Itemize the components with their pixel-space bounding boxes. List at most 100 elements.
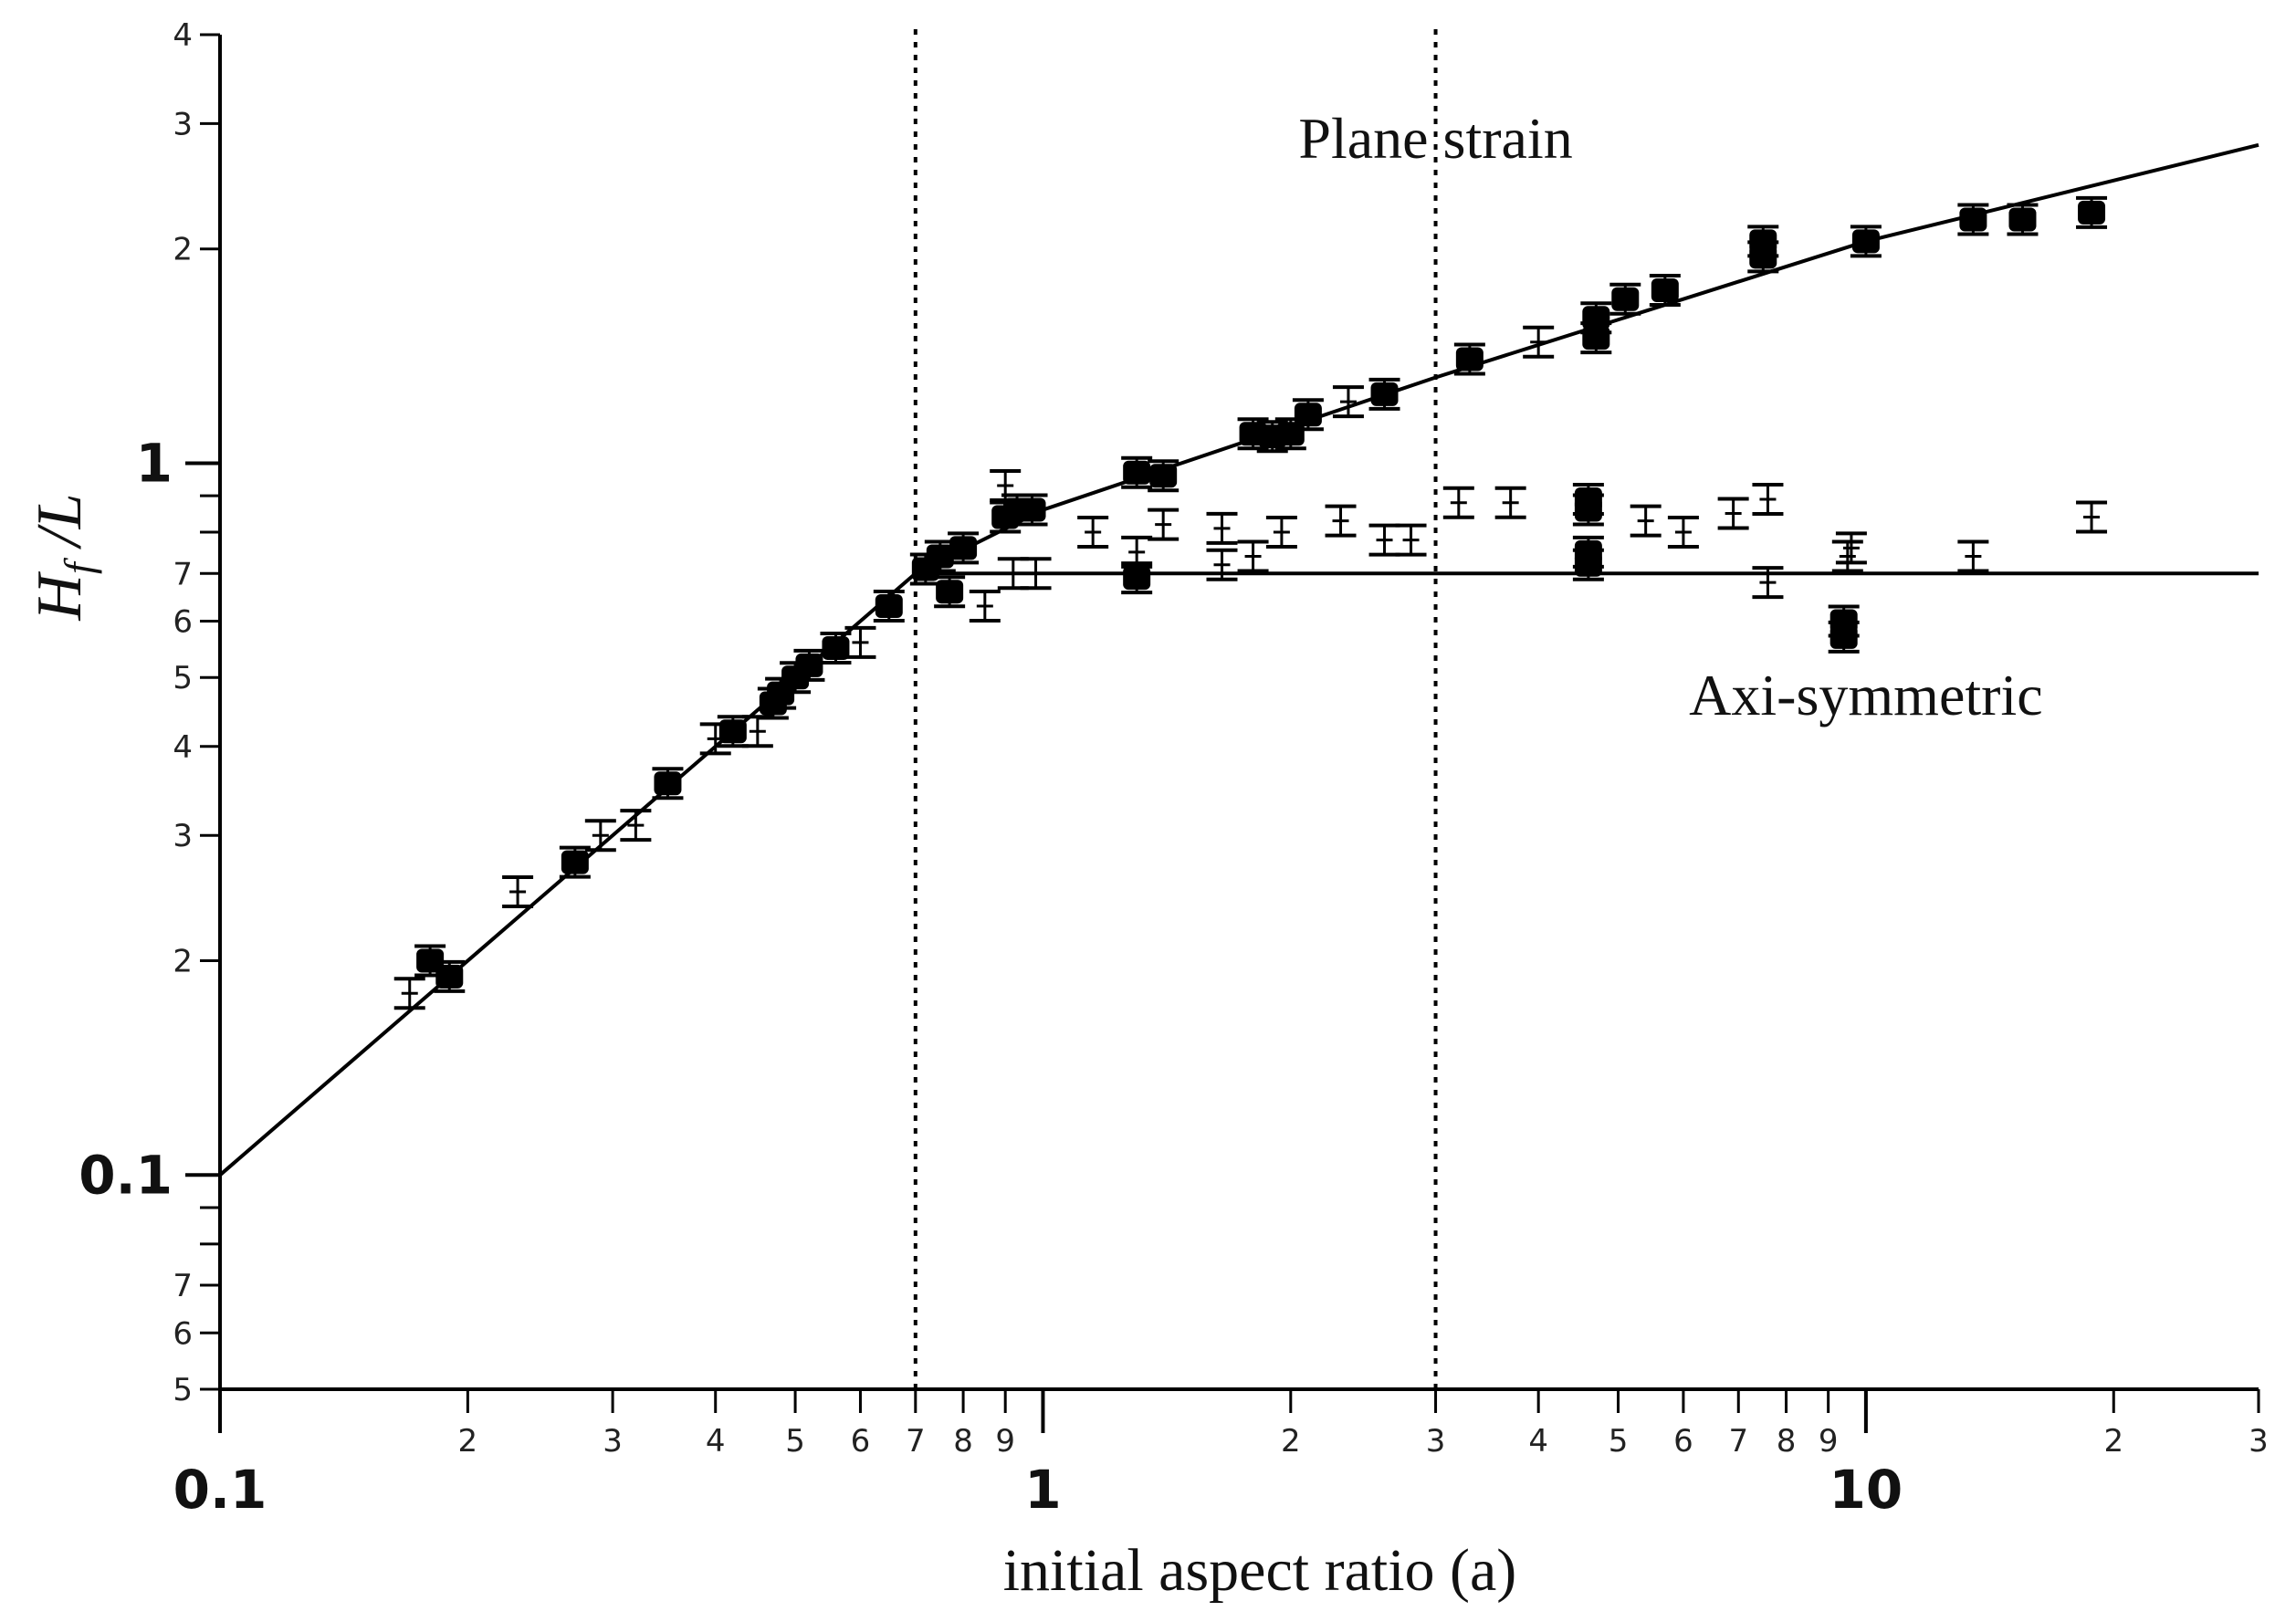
data-point-filled [1850, 225, 1882, 258]
data-point-filled [934, 575, 966, 609]
data-point-filled [1957, 203, 1989, 236]
data-point-filled [559, 845, 591, 879]
data-point-filled [1453, 342, 1485, 376]
annotations: Plane strain Axi-symmetric [1298, 106, 2042, 727]
x-major-tick-label: 10 [1829, 1459, 1903, 1521]
x-minor-tick-label: 2 [1281, 1423, 1301, 1460]
marker-filled [1959, 207, 1987, 232]
marker-filled [654, 771, 682, 796]
x-minor-tick-label: 3 [2249, 1423, 2269, 1460]
x-minor-tick-label: 2 [2103, 1423, 2123, 1460]
data-point-open [1237, 539, 1269, 573]
data-point-open [1752, 482, 1784, 516]
data-point-filled [652, 767, 684, 801]
data-point-open [1957, 539, 1989, 573]
marker-filled [1582, 326, 1610, 351]
marker-filled [1018, 497, 1046, 522]
x-minor-tick-label: 7 [906, 1423, 926, 1460]
data-point-filled [948, 531, 980, 565]
x-minor-tick-label: 4 [1528, 1423, 1548, 1460]
data-point-open [1835, 531, 1867, 565]
data-point-filled [2076, 195, 2108, 229]
data-point-open [1831, 539, 1863, 573]
marker-filled [822, 635, 850, 660]
fit-lines [218, 142, 2259, 1177]
data-point-open [1077, 516, 1109, 549]
data-point-open [1523, 325, 1555, 359]
data-point-open [969, 589, 1001, 623]
marker-filled [936, 580, 964, 604]
marker-filled [1651, 277, 1679, 302]
x-minor-tick-label: 7 [1728, 1423, 1748, 1460]
data-point-filled [1292, 398, 1324, 432]
data-point-filled [1649, 273, 1681, 307]
data-point-open [1630, 504, 1662, 538]
y-minor-tick-label: 3 [173, 818, 193, 854]
data-point-open [1395, 523, 1427, 557]
data-point-filled [1121, 455, 1153, 489]
annotation-label: Plane strain [1298, 106, 1572, 171]
y-major-tick-label: 1 [136, 432, 173, 494]
x-minor-tick-label: 9 [1819, 1423, 1839, 1460]
x-minor-tick-label: 9 [995, 1423, 1015, 1460]
marker-filled [1851, 229, 1880, 254]
marker-filled [1149, 464, 1178, 488]
y-minor-tick-label: 2 [173, 944, 193, 980]
x-minor-tick-label: 3 [603, 1423, 623, 1460]
data-point-open [1717, 497, 1749, 530]
y-minor-tick-label: 7 [173, 1268, 193, 1304]
data-point-filled [1580, 321, 1612, 355]
marker-filled [1611, 287, 1640, 311]
y-minor-tick-label: 6 [173, 603, 193, 640]
marker-filled [949, 536, 978, 560]
y-minor-tick-label: 6 [173, 1315, 193, 1352]
y-minor-tick-label: 5 [173, 1372, 193, 1408]
data-point-filled [873, 589, 905, 623]
y-major-tick-label: 0.1 [79, 1144, 173, 1206]
y-minor-tick-label: 4 [173, 17, 193, 54]
marker-filled [2008, 207, 2037, 232]
data-point-open [1148, 508, 1179, 541]
marker-filled [561, 850, 589, 874]
data-point-open [502, 874, 534, 908]
data-point-open [1206, 548, 1238, 581]
marker-filled [1294, 403, 1322, 427]
data-point-filled [1016, 493, 1048, 527]
x-axis: 0.1 1 102 3 4 5 6 7 8 9 2 3 4 5 6 7 8 9 2 3 [173, 1387, 2269, 1521]
data-point-filled [1572, 548, 1604, 581]
data-point-open [1020, 557, 1052, 591]
y-minor-tick-label: 4 [173, 729, 193, 766]
marker-filled [1455, 347, 1483, 371]
marker-filled [1574, 497, 1602, 522]
data-point-filled [820, 631, 852, 664]
x-major-tick-label: 0.1 [173, 1459, 267, 1521]
x-minor-tick-label: 4 [706, 1423, 726, 1460]
marker-filled [416, 948, 445, 973]
marker-filled [1123, 460, 1151, 485]
data-point-filled [414, 944, 446, 978]
data-point-filled [1747, 225, 1779, 258]
data-point-filled [1828, 620, 1860, 654]
y-axis: 0.1 1 5 6 7 2 3 4 5 6 7 2 3 4 [79, 17, 222, 1408]
x-minor-tick-label: 8 [953, 1423, 973, 1460]
annotation-label: Axi-symmetric [1689, 663, 2042, 727]
y-axis-title: Hf /L [25, 493, 102, 621]
data-point-open [393, 977, 425, 1010]
data-point-open [990, 469, 1022, 503]
y-minor-tick-label: 2 [173, 232, 193, 268]
data-point-filled [793, 648, 825, 682]
data-point-open [1368, 523, 1400, 557]
marker-filled [2078, 200, 2106, 225]
x-minor-tick-label: 5 [1609, 1423, 1629, 1460]
data-point-open [1325, 504, 1357, 538]
data-point-open [584, 819, 616, 853]
marker-filled [435, 964, 464, 989]
data-point-open [1442, 486, 1474, 519]
data-point-filled [1572, 493, 1604, 527]
marker-filled [926, 544, 954, 569]
y-label-main: H [25, 571, 95, 622]
data-point-filled [1148, 459, 1179, 493]
y-label-rest: /L [25, 493, 95, 562]
vertical-reference-lines [913, 27, 1438, 1389]
